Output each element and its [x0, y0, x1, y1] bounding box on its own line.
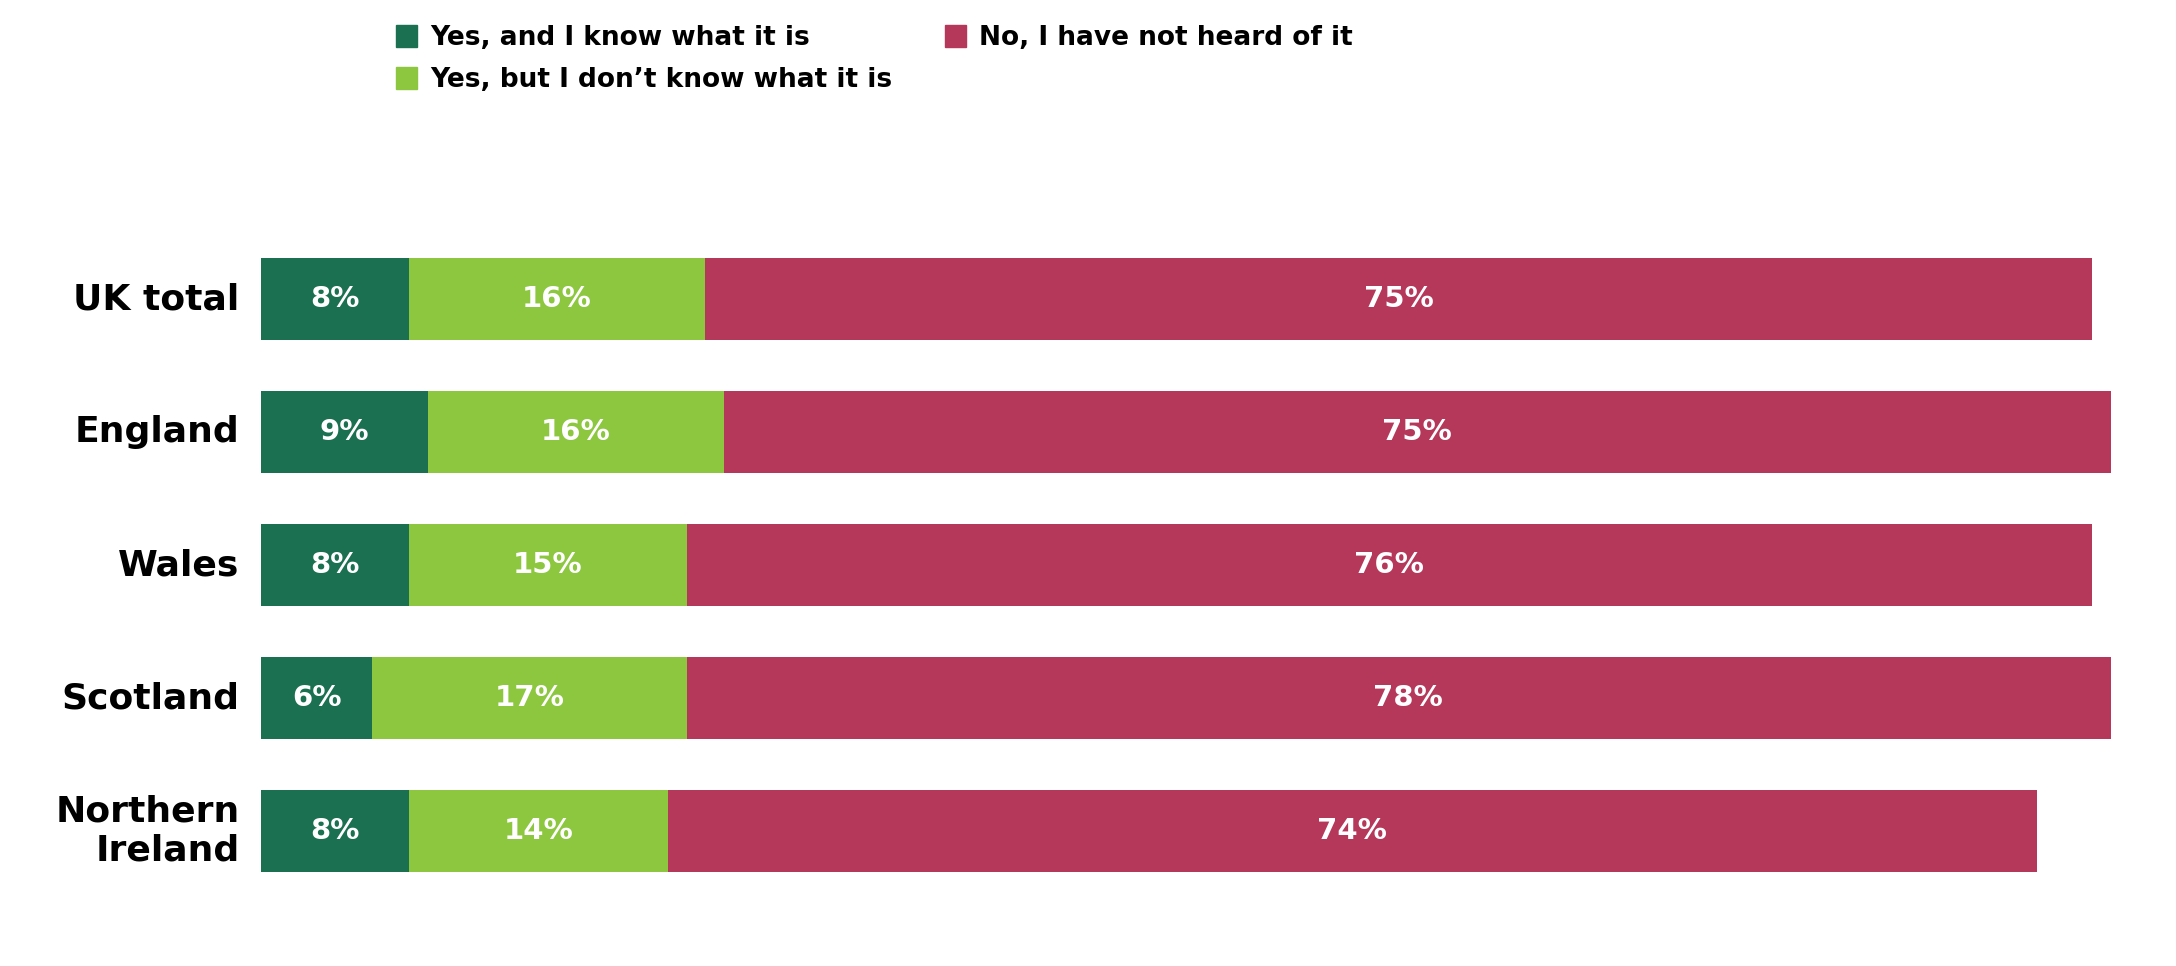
Text: 6%: 6% — [292, 684, 342, 712]
Bar — [261, 524, 409, 607]
Text: 15%: 15% — [514, 552, 583, 579]
Bar — [409, 524, 688, 607]
Text: 76%: 76% — [1353, 552, 1425, 579]
Text: 9%: 9% — [320, 418, 370, 446]
Legend: Yes, and I know what it is, Yes, but I don’t know what it is, No, I have not hea: Yes, and I know what it is, Yes, but I d… — [385, 14, 1364, 103]
Bar — [426, 391, 722, 473]
Bar — [668, 790, 2037, 872]
Text: 74%: 74% — [1316, 817, 1388, 845]
Text: 17%: 17% — [494, 684, 564, 712]
Bar — [688, 524, 2093, 607]
Bar — [705, 258, 2091, 340]
Bar — [409, 258, 705, 340]
Bar — [688, 657, 2128, 739]
Bar — [372, 657, 688, 739]
Bar — [261, 790, 409, 872]
Text: 14%: 14% — [503, 817, 574, 845]
Text: 16%: 16% — [522, 285, 592, 313]
Bar — [261, 657, 372, 739]
Text: 8%: 8% — [311, 817, 359, 845]
Text: 8%: 8% — [311, 285, 359, 313]
Bar — [409, 790, 668, 872]
Text: 78%: 78% — [1373, 684, 1443, 712]
Bar — [722, 391, 2111, 473]
Text: 16%: 16% — [540, 418, 611, 446]
Text: 75%: 75% — [1382, 418, 1451, 446]
Text: 8%: 8% — [311, 552, 359, 579]
Bar — [261, 391, 426, 473]
Bar — [261, 258, 409, 340]
Text: 75%: 75% — [1364, 285, 1434, 313]
